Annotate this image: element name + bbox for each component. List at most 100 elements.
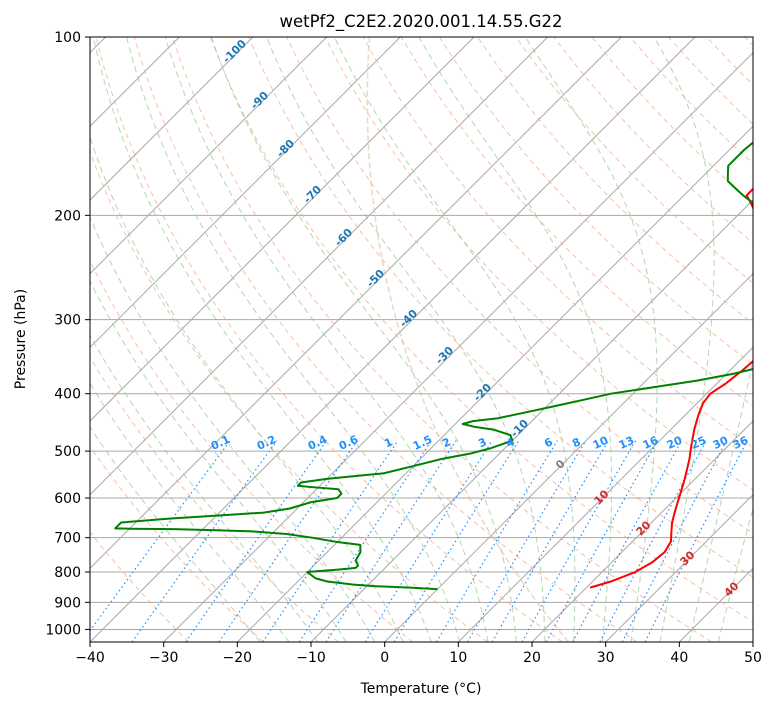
mixing-ratio-line [466,440,587,642]
moist-adiabat [92,37,432,642]
moist-adiabat [90,382,290,642]
mixing-ratio-label: 25 [689,434,708,452]
mixing-ratio-line [435,440,558,642]
moist-adiabat [90,135,404,642]
moist-adiabat [126,37,461,642]
isotherm-gridline [678,567,753,642]
dry-adiabat [95,37,563,642]
moist-adiabat [653,37,715,642]
dry-adiabat [248,37,753,578]
dry-adiabat [439,37,753,366]
x-tick-label: 40 [670,650,688,666]
dry-adiabat [90,445,264,642]
dry-adiabat [400,37,753,407]
dry-adiabat [210,37,753,623]
isotherm-gridline [90,37,401,349]
mixing-ratio-label: 10 [591,434,611,452]
dry-adiabat [171,37,712,642]
dry-adiabat-label: -100 [220,37,249,66]
x-tick-label: −40 [75,650,105,666]
moist-adiabat [90,215,376,642]
dry-adiabat [744,37,753,47]
moist-adiabat [418,37,613,642]
dry-adiabat [286,37,753,534]
dry-adiabat-label: -60 [332,226,355,249]
y-tick-label: 100 [54,30,81,46]
isotherm-gridline [605,493,753,642]
dry-adiabat-label: -40 [397,307,420,330]
temperature-profile-line [589,187,753,589]
isotherm-gridline [752,641,753,642]
moist-adiabat [266,37,546,642]
chart-title: wetPf2_C2E2.2020.001.14.55.G22 [279,12,562,32]
isotherm-gridline [236,125,753,642]
dry-adiabat [90,356,339,642]
x-tick-label: 50 [744,650,762,666]
isotherm-gridline [90,37,549,496]
moist-adiabat [524,37,658,642]
mixing-ratio-line [90,440,231,632]
dry-adiabat-label: -20 [471,381,494,404]
mixing-ratio-line [364,440,493,642]
moist-adiabat [717,506,753,642]
x-tick-label: −10 [296,650,326,666]
y-tick-label: 900 [54,595,81,611]
x-axis-title: Temperature (°C) [360,681,482,697]
dry-adiabat [90,531,190,642]
plot-frame [89,36,754,643]
mixing-ratio-line [185,440,328,642]
mixing-ratio-label: 1.5 [411,433,434,453]
y-tick-label: 400 [54,387,81,403]
y-tick-label: 600 [54,491,81,507]
mixing-ratio-line [131,440,278,642]
y-tick-label: 800 [54,565,81,581]
isotherm-gridline [90,37,622,570]
mixing-ratio-line [393,440,520,642]
mixing-ratio-line [621,440,728,642]
isotherm-gridline [90,37,475,422]
mixing-ratio-line [298,440,432,642]
mixing-ratio-label: 8 [570,435,582,450]
isotherm-gridline [531,420,753,642]
dry-adiabat [90,259,414,642]
dry-adiabat [90,150,488,642]
moist-adiabat [333,37,576,642]
isotherm-gridline [163,51,753,642]
isotherm-gridline [90,37,696,642]
mixing-ratio-line [545,440,659,642]
moist-adiabat [90,334,319,642]
mixing-ratio-line [644,440,748,642]
dry-adiabat-label: -70 [301,183,324,206]
dry-adiabat-label: -90 [248,89,271,112]
y-tick-label: 1000 [45,622,81,638]
mixing-ratio-label: 13 [617,434,636,452]
mixing-ratio-label: 16 [641,434,661,452]
mixing-ratio-label: 30 [711,434,731,452]
y-tick-label: 300 [54,313,81,329]
mixing-ratio-label: 0.1 [209,433,232,453]
x-tick-label: −20 [223,650,253,666]
dry-adiabat [706,37,753,86]
y-tick-label: 200 [54,208,81,224]
dewpoint-profile-line [114,141,753,591]
mixing-ratio-label: 0.4 [306,433,329,453]
mixing-ratio-line [491,440,609,642]
reference-curve [366,37,569,642]
x-tick-label: 30 [597,650,615,666]
x-tick-label: 0 [380,650,389,666]
isotherm-gridline [90,37,328,275]
mixing-ratio-label: 3 [476,435,488,450]
x-tick-label: −30 [149,650,179,666]
mixing-ratio-line [599,440,707,642]
moist-adiabat [90,426,261,642]
x-tick-label: 10 [449,650,467,666]
dry-adiabat [515,37,753,284]
dry-adiabat-label: -80 [274,137,297,160]
mixing-ratio-label: 0.6 [337,433,360,453]
mixing-ratio-line [521,440,637,642]
dry-adiabat [133,37,638,642]
isotherm-gridline [90,37,254,201]
mixing-ratio-label: 20 [665,434,685,452]
isotherm-gridline [384,272,753,642]
